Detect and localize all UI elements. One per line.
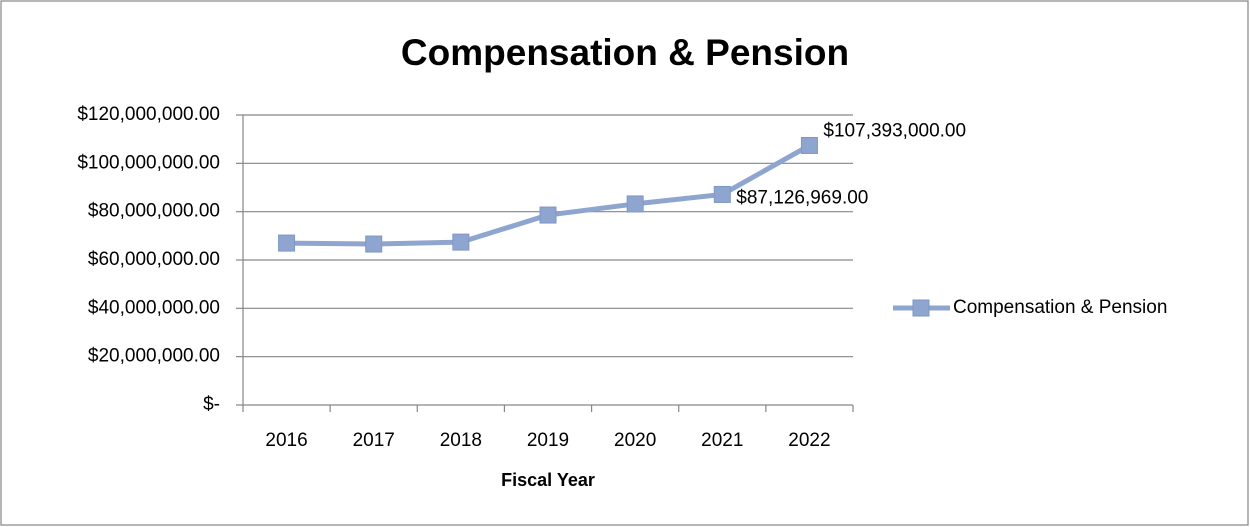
y-tick-label: $60,000,000.00 — [88, 249, 220, 270]
y-tick-label: $- — [203, 394, 220, 415]
point-marker — [452, 233, 470, 251]
data-label: $87,126,969.00 — [736, 187, 868, 208]
y-tick-label: $20,000,000.00 — [88, 346, 220, 367]
point-marker — [278, 234, 296, 252]
y-tick-label: $120,000,000.00 — [77, 104, 220, 125]
x-tick-label: 2016 — [265, 430, 307, 451]
point-marker — [626, 195, 644, 213]
chart-title: Compensation & Pension — [401, 32, 849, 73]
x-tick-label: 2018 — [440, 430, 482, 451]
point-marker — [365, 235, 383, 253]
legend-label: Compensation & Pension — [953, 297, 1167, 318]
y-tick-label: $100,000,000.00 — [77, 152, 220, 173]
x-tick-label: 2021 — [701, 430, 743, 451]
data-label: $107,393,000.00 — [823, 120, 966, 141]
point-marker — [713, 185, 731, 203]
x-tick-label: 2020 — [614, 430, 656, 451]
x-axis-title: Fiscal Year — [501, 470, 595, 490]
y-tick-label: $40,000,000.00 — [88, 297, 220, 318]
legend-marker — [912, 299, 930, 317]
y-tick-label: $80,000,000.00 — [88, 201, 220, 222]
point-marker — [800, 136, 818, 154]
x-tick-label: 2017 — [353, 430, 395, 451]
point-marker — [539, 206, 557, 224]
x-tick-label: 2022 — [788, 430, 830, 451]
x-tick-label: 2019 — [527, 430, 569, 451]
